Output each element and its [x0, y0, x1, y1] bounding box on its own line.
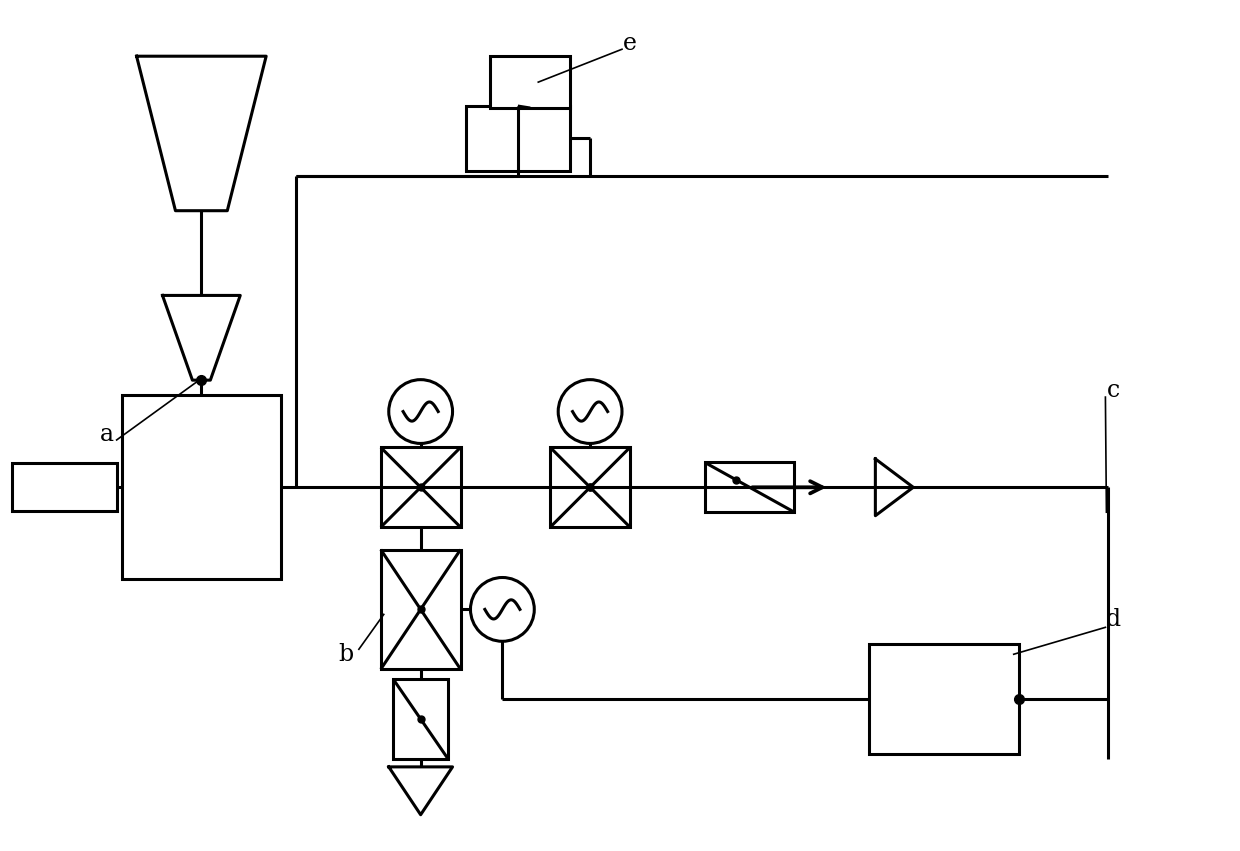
Circle shape: [389, 380, 453, 443]
Bar: [12, 464, 117, 511]
Text: b: b: [339, 643, 353, 665]
Bar: [465, 106, 570, 171]
Bar: [381, 448, 460, 527]
Bar: [381, 550, 460, 669]
Bar: [551, 448, 630, 527]
Bar: [491, 56, 570, 108]
Text: e: e: [622, 31, 637, 54]
Text: a: a: [99, 424, 114, 447]
Bar: [869, 644, 1019, 754]
Bar: [122, 395, 281, 580]
Circle shape: [558, 380, 622, 443]
Bar: [704, 462, 795, 512]
Text: d: d: [1106, 608, 1121, 631]
Circle shape: [470, 578, 534, 642]
Bar: [393, 679, 448, 759]
Text: c: c: [1107, 379, 1120, 402]
